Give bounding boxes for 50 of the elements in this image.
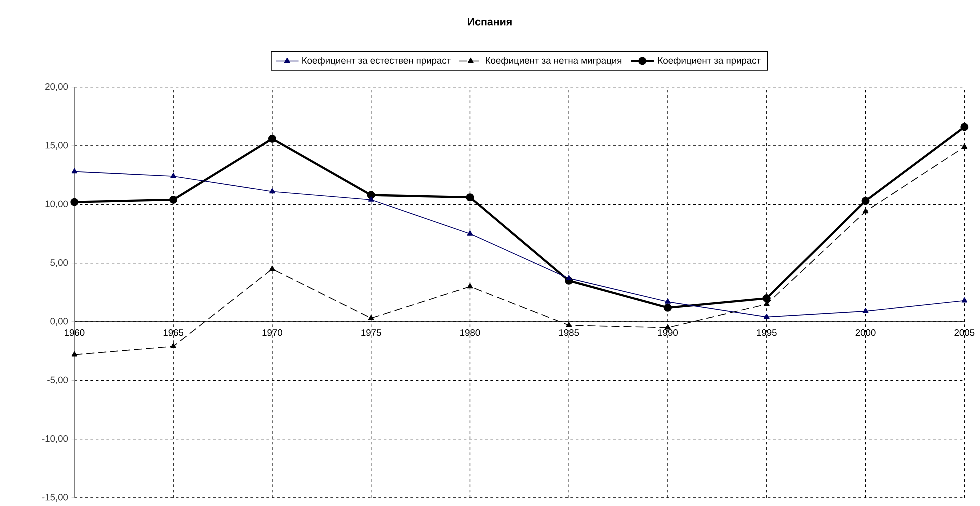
- point: [467, 283, 474, 289]
- point: [467, 230, 474, 236]
- point: [170, 343, 177, 348]
- point: [170, 173, 177, 178]
- point: [368, 315, 374, 320]
- point: [566, 275, 572, 280]
- x-tick-label: 1960: [65, 330, 85, 336]
- point: [764, 314, 770, 320]
- y-tick-label: 0,00: [50, 318, 68, 326]
- x-tick-label: 1990: [658, 330, 678, 336]
- point: [367, 191, 376, 200]
- legend-label: Коефициент за прираст: [658, 57, 761, 66]
- point: [466, 194, 474, 202]
- point: [862, 208, 869, 214]
- point: [962, 144, 968, 150]
- x-tick-label: 1995: [757, 330, 777, 336]
- point: [762, 294, 771, 303]
- point: [665, 298, 671, 304]
- x-tick-label: 2000: [856, 330, 876, 336]
- y-tick-label: -10,00: [42, 435, 68, 444]
- point: [270, 188, 276, 194]
- point: [268, 134, 276, 143]
- x-tick-label: 1980: [460, 330, 480, 336]
- point: [170, 196, 178, 204]
- point: [70, 198, 79, 206]
- point: [566, 322, 572, 328]
- x-tick-label: 1965: [164, 330, 184, 336]
- point: [862, 197, 870, 206]
- chart-title: Испания: [468, 18, 512, 26]
- x-tick-label: 1985: [559, 330, 580, 336]
- legend-label: Коефициент за нетна миграция: [486, 57, 622, 66]
- point: [368, 196, 374, 202]
- y-tick-label: 15,00: [46, 142, 68, 150]
- point: [270, 266, 276, 272]
- point: [665, 324, 671, 330]
- point: [960, 123, 969, 132]
- point: [72, 168, 78, 174]
- point: [862, 308, 869, 314]
- point: [72, 352, 78, 357]
- y-tick-label: 20,00: [46, 83, 68, 92]
- y-tick-label: -5,00: [48, 376, 68, 385]
- x-tick-label: 1975: [362, 330, 382, 336]
- y-tick-label: 10,00: [46, 200, 68, 209]
- y-tick-label: -15,00: [42, 494, 68, 502]
- legend-label: Коефициент за естествен прираст: [302, 57, 451, 66]
- x-tick-label: 2005: [954, 330, 975, 336]
- y-tick-label: 5,00: [50, 259, 68, 268]
- point: [664, 304, 672, 312]
- x-tick-label: 1970: [262, 330, 282, 336]
- point: [962, 298, 968, 303]
